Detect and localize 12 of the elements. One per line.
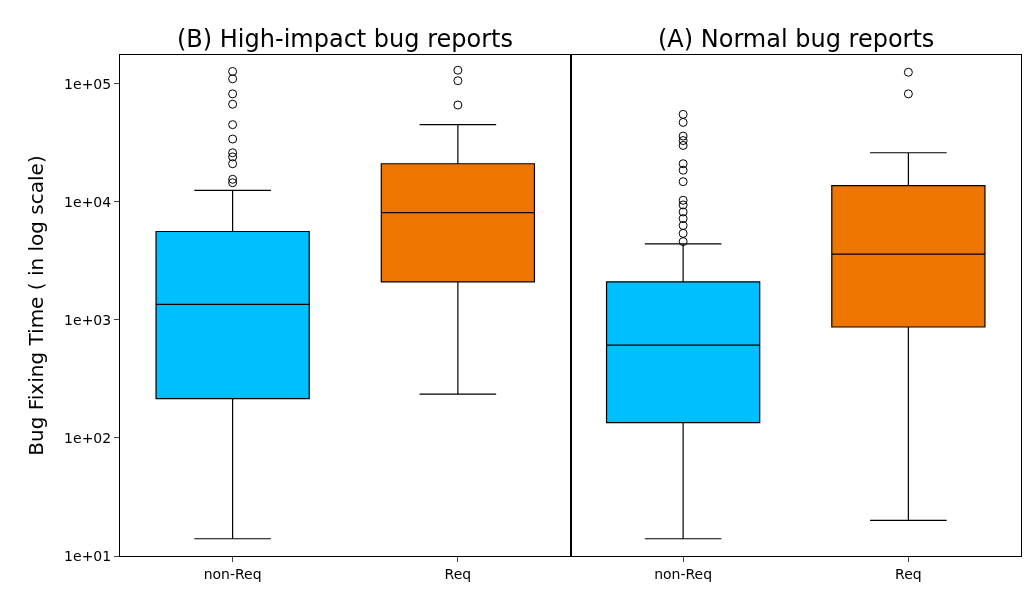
y-tick-label: 1e+04 [64, 193, 112, 210]
y-axis-title: Bug Fixing Time ( in log scale) [23, 155, 48, 456]
y-tick-label: 1e+02 [64, 429, 112, 446]
y-tick-label: 1e+03 [64, 311, 112, 328]
chart-title: (A) Normal bug reports [658, 25, 935, 53]
x-tick-label: non-Req [203, 565, 262, 582]
x-tick-label: Req [895, 565, 922, 582]
x-tick-label: non-Req [654, 565, 713, 582]
y-tick-label: 1e+05 [64, 75, 112, 92]
x-tick-label: Req [444, 565, 472, 582]
chart-title: (B) High-impact bug reports [177, 25, 513, 53]
y-tick-label: 1e+01 [64, 547, 112, 564]
